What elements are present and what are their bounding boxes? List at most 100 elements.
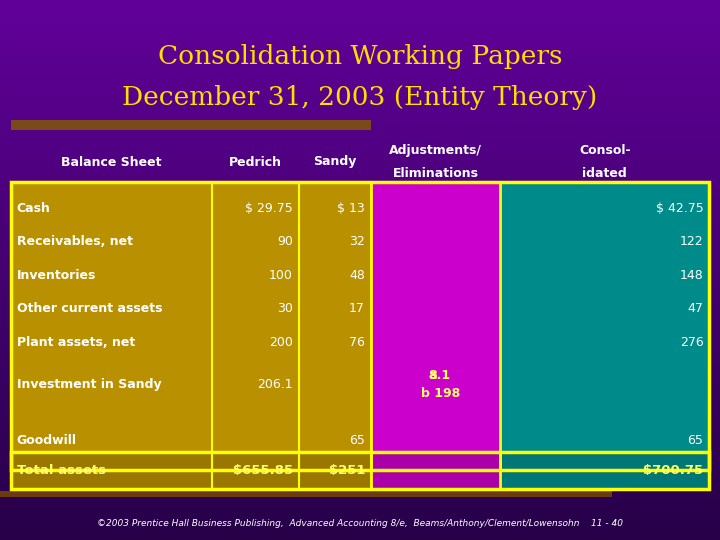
Text: a: a — [428, 369, 437, 382]
Bar — [0, 408, 720, 410]
Bar — [0, 400, 720, 402]
Bar — [0, 8, 720, 11]
Bar — [0, 38, 720, 40]
Bar — [0, 418, 720, 421]
Text: Receivables, net: Receivables, net — [17, 235, 132, 248]
Bar — [0, 513, 720, 516]
Text: $700.75: $700.75 — [643, 464, 703, 477]
Bar — [0, 502, 720, 505]
Bar — [0, 351, 720, 354]
Bar — [0, 124, 720, 127]
Bar — [0, 281, 720, 284]
Bar — [0, 354, 720, 356]
Bar — [11, 120, 371, 130]
Bar — [0, 162, 720, 165]
Bar — [0, 262, 720, 265]
Bar — [11, 452, 709, 489]
Bar — [0, 227, 720, 229]
Bar — [0, 19, 720, 22]
Bar — [11, 182, 371, 470]
Bar — [0, 467, 720, 470]
Bar — [0, 327, 720, 329]
Text: 32: 32 — [349, 235, 365, 248]
Bar — [0, 111, 720, 113]
Bar — [0, 308, 720, 310]
Text: $ 13: $ 13 — [337, 202, 365, 215]
Text: 65: 65 — [688, 434, 703, 447]
Bar — [11, 182, 709, 470]
Bar — [0, 394, 720, 397]
Bar — [0, 197, 720, 200]
Bar — [0, 359, 720, 362]
Bar — [0, 289, 720, 292]
Bar — [0, 383, 720, 386]
Text: December 31, 2003 (Entity Theory): December 31, 2003 (Entity Theory) — [122, 85, 598, 110]
Bar — [0, 446, 720, 448]
Text: 48: 48 — [349, 269, 365, 282]
Text: $251: $251 — [328, 464, 365, 477]
Bar — [0, 275, 720, 278]
Bar — [0, 243, 720, 246]
Bar — [0, 286, 720, 289]
Bar — [0, 273, 720, 275]
Bar — [0, 184, 720, 186]
Bar — [0, 494, 720, 497]
Text: Other current assets: Other current assets — [17, 302, 162, 315]
Bar — [0, 413, 720, 416]
Bar — [0, 300, 720, 302]
Bar — [0, 524, 720, 526]
Bar — [371, 452, 500, 489]
Text: Pedrich: Pedrich — [229, 156, 282, 168]
Bar — [0, 529, 720, 532]
Text: Total assets: Total assets — [17, 464, 106, 477]
Bar — [0, 421, 720, 424]
Bar — [0, 518, 720, 521]
Bar — [0, 348, 720, 351]
Bar — [0, 432, 720, 435]
Bar — [0, 116, 720, 119]
Bar — [0, 202, 720, 205]
Bar — [0, 267, 720, 270]
Bar — [0, 140, 720, 143]
Bar — [0, 459, 720, 462]
Bar — [0, 176, 720, 178]
Bar — [0, 491, 612, 497]
Bar — [0, 510, 720, 513]
Bar — [0, 59, 720, 62]
Text: 65: 65 — [349, 434, 365, 447]
Text: Balance Sheet: Balance Sheet — [61, 156, 162, 168]
Bar — [0, 189, 720, 192]
Bar — [0, 154, 720, 157]
Bar — [0, 313, 720, 316]
Bar — [0, 151, 720, 154]
Bar — [0, 491, 720, 494]
Bar — [0, 346, 720, 348]
Bar — [0, 127, 720, 130]
Bar — [0, 27, 720, 30]
Bar — [0, 508, 720, 510]
Bar — [0, 100, 720, 103]
Bar — [0, 135, 720, 138]
Text: 206.1: 206.1 — [258, 378, 293, 392]
Text: Adjustments/: Adjustments/ — [389, 144, 482, 157]
Text: 148: 148 — [680, 269, 703, 282]
Text: Consolidation Working Papers: Consolidation Working Papers — [158, 44, 562, 69]
Bar — [0, 122, 720, 124]
Bar — [0, 165, 720, 167]
Bar — [0, 105, 720, 108]
Text: 17: 17 — [349, 302, 365, 315]
Bar — [0, 84, 720, 86]
Bar — [0, 472, 720, 475]
Text: 8.1: 8.1 — [428, 369, 450, 382]
Bar — [0, 386, 720, 389]
Bar — [0, 375, 720, 378]
Bar — [0, 437, 720, 440]
Bar — [0, 335, 720, 338]
Bar — [0, 138, 720, 140]
Bar — [0, 230, 720, 232]
Text: Sandy: Sandy — [313, 156, 356, 168]
Bar — [0, 246, 720, 248]
Bar — [0, 108, 720, 111]
Bar — [0, 448, 720, 451]
Bar — [0, 211, 720, 213]
